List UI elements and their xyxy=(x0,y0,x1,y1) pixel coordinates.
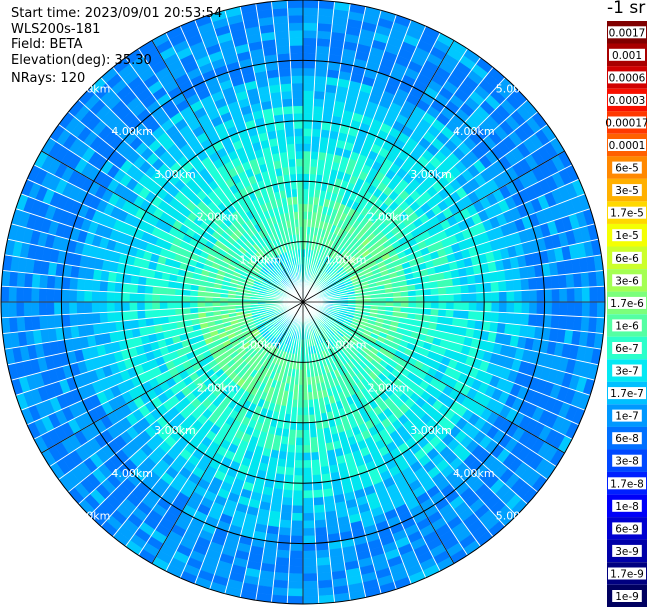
colorbar-tick-label: 3e-5 xyxy=(615,185,639,197)
ray-separator xyxy=(302,14,397,303)
ray-separator xyxy=(302,67,494,303)
colorbar-tick-label: 1.7e-5 xyxy=(610,208,644,220)
ray-separator xyxy=(302,193,586,303)
colorbar-tick-label: 0.0017 xyxy=(609,27,646,39)
ray-separator xyxy=(302,0,320,303)
ray-separator xyxy=(302,164,573,303)
ray-separator xyxy=(302,178,580,303)
ray-separator xyxy=(302,238,599,303)
colorbar-tick-label: 1e-5 xyxy=(615,230,639,242)
ray-separator xyxy=(302,88,517,303)
colorbar-tick-label: 6e-5 xyxy=(615,163,639,175)
ray-separator xyxy=(302,111,538,303)
ray-separator xyxy=(302,124,548,303)
colorbar-tick-label: 0.0003 xyxy=(609,95,646,107)
ray-separator xyxy=(302,77,506,303)
colorbar-tick-label: 6e-6 xyxy=(615,253,639,265)
colorbar-tick-label: 0.001 xyxy=(612,50,642,62)
ray-separator xyxy=(302,10,382,303)
ray-separator xyxy=(302,137,557,303)
ray-separator xyxy=(302,3,351,303)
colorbar-tick-label: 0.0006 xyxy=(609,72,646,84)
ray-separator xyxy=(302,301,604,335)
ray-separator xyxy=(302,223,595,303)
ray-separator xyxy=(302,25,427,303)
ray-separator xyxy=(302,6,367,303)
ray-separator xyxy=(302,57,481,303)
ray-field xyxy=(0,0,606,605)
ray-separator xyxy=(302,301,605,319)
ray-separator xyxy=(302,48,468,303)
ray-separator xyxy=(302,1,336,303)
ray-separator xyxy=(302,19,412,303)
colorbar-tick-label: 0.0001 xyxy=(609,140,646,152)
ray-separator xyxy=(302,269,604,303)
ray-separator xyxy=(302,254,602,303)
ray-separator xyxy=(302,285,605,303)
ray-separator xyxy=(302,32,441,303)
colorbar-tick-label: 0.00017 xyxy=(605,118,647,130)
ray-separator xyxy=(302,208,591,303)
ray-separator xyxy=(302,99,528,303)
